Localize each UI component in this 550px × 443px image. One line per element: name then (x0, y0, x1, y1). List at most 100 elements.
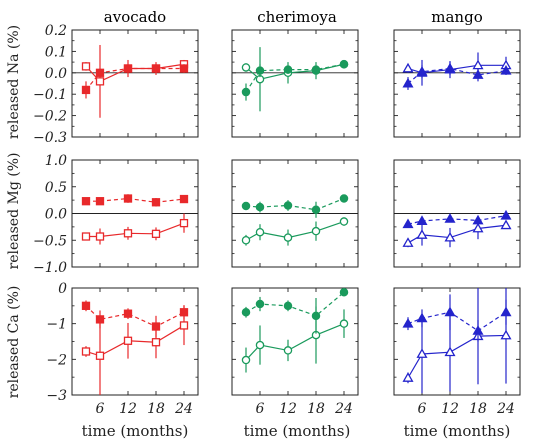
data-point-dashed (500, 64, 512, 75)
data-point-dashed (179, 194, 189, 204)
data-point-dashed (81, 301, 91, 310)
panel-mg-avocado: −1.0 −0.5 0.0 0.5 1.0 (33, 153, 199, 276)
data-point-solid (283, 233, 293, 242)
y-tick-label: −0.3 (33, 130, 67, 146)
panel-ca-cherimoya: 6 12 18 24 (231, 287, 359, 417)
y-tick-label: −1 (46, 317, 67, 333)
panel-na-mango (393, 29, 521, 138)
data-point-dashed (311, 205, 321, 215)
data-point-dashed (283, 301, 293, 311)
x-label-avocado: time (months) (82, 422, 189, 440)
x-tick-label: 18 (147, 401, 165, 417)
y-tick-label: 0.0 (45, 207, 67, 223)
data-point-solid (500, 219, 512, 230)
y-tick-label: −2 (46, 352, 67, 368)
data-point-solid (95, 351, 105, 360)
data-point-dashed (123, 64, 133, 73)
data-point-dashed (179, 308, 189, 317)
data-point-solid (241, 235, 251, 245)
data-point-dashed (241, 308, 251, 317)
x-tick-label: 12 (441, 401, 459, 417)
data-point-dashed (402, 317, 414, 328)
x-tick-label: 12 (279, 401, 297, 417)
y-tick-label: 0.2 (45, 23, 67, 39)
y-tick-label: −0.5 (33, 233, 67, 249)
data-point-dashed (255, 299, 265, 309)
data-point-solid (95, 232, 105, 241)
data-point-dashed (444, 213, 456, 223)
data-point-dashed (339, 59, 349, 69)
column-title-avocado: avocado (104, 8, 166, 26)
data-point-dashed (95, 197, 105, 206)
data-point-solid (416, 348, 428, 358)
row-label-ca: released Ca (%) (6, 286, 22, 399)
data-point-dashed (339, 288, 349, 297)
data-point-solid (241, 63, 251, 72)
data-point-solid (81, 347, 91, 356)
data-point-dashed (95, 68, 105, 77)
data-point-solid (255, 227, 265, 237)
panel-frame (393, 287, 521, 396)
x-tick-label: 18 (469, 401, 487, 417)
data-point-solid (123, 229, 133, 238)
y-tick-label: −0.2 (33, 109, 67, 125)
data-point-dashed (255, 66, 265, 75)
data-point-solid (311, 226, 321, 236)
data-point-dashed (402, 77, 414, 88)
data-point-dashed (123, 309, 133, 318)
panel-mg-mango (393, 159, 521, 268)
x-label-cherimoya: time (months) (244, 422, 351, 440)
row-label-mg: released Mg (%) (6, 153, 22, 270)
data-point-solid (151, 229, 161, 238)
data-point-solid (444, 346, 456, 357)
y-tick-label: 0 (58, 281, 67, 297)
data-point-solid (472, 222, 484, 233)
y-tick-label: 0.5 (45, 180, 67, 196)
column-title-mango: mango (431, 8, 482, 26)
data-point-dashed (241, 87, 251, 97)
data-point-solid (179, 321, 189, 330)
x-tick-label: 6 (96, 401, 105, 417)
data-point-dashed (283, 201, 293, 210)
x-tick-label: 12 (119, 401, 137, 417)
y-tick-label: −0.1 (33, 87, 67, 103)
data-point-dashed (416, 215, 428, 225)
data-point-dashed (416, 312, 428, 323)
data-point-solid (416, 229, 428, 239)
panel-frame (231, 287, 359, 396)
x-tick-label: 6 (256, 401, 265, 417)
x-tick-label: 18 (307, 401, 325, 417)
data-point-dashed (123, 194, 133, 203)
data-point-solid (151, 338, 161, 347)
data-point-solid (402, 62, 414, 73)
data-point-solid (283, 346, 293, 355)
panel-ca-mango: 6 12 18 24 (393, 287, 521, 417)
data-point-dashed (151, 64, 161, 73)
data-point-solid (123, 336, 133, 345)
data-point-dashed (472, 214, 484, 225)
panel-ca-avocado: −3 −2 −1 0 6 12 18 24 (46, 281, 199, 417)
y-tick-label: −3 (46, 388, 67, 404)
data-point-dashed (500, 306, 512, 317)
data-point-dashed (81, 85, 91, 95)
data-point-dashed (151, 322, 161, 331)
data-point-dashed (472, 325, 484, 335)
data-point-dashed (402, 218, 414, 229)
data-point-dashed (500, 209, 512, 220)
y-tick-label: 1.0 (45, 153, 67, 169)
data-point-solid (95, 77, 105, 86)
data-point-dashed (151, 198, 161, 207)
x-tick-label: 6 (418, 401, 427, 417)
panel-mg-cherimoya (231, 159, 359, 268)
y-tick-label: 0.0 (45, 66, 67, 82)
data-point-solid (402, 237, 414, 247)
panel-frame (393, 29, 521, 138)
data-point-dashed (444, 306, 456, 317)
x-tick-label: 24 (334, 401, 353, 417)
panels-grid: −0.3 −0.2 −0.1 0.0 0.1 0.2 −1.0 −0.5 0.0 0.5 1.0 −3… (33, 23, 521, 417)
data-point-dashed (179, 64, 189, 73)
x-tick-label: 24 (496, 401, 515, 417)
data-point-solid (402, 372, 414, 382)
data-point-solid (255, 340, 265, 350)
data-point-solid (81, 62, 91, 71)
